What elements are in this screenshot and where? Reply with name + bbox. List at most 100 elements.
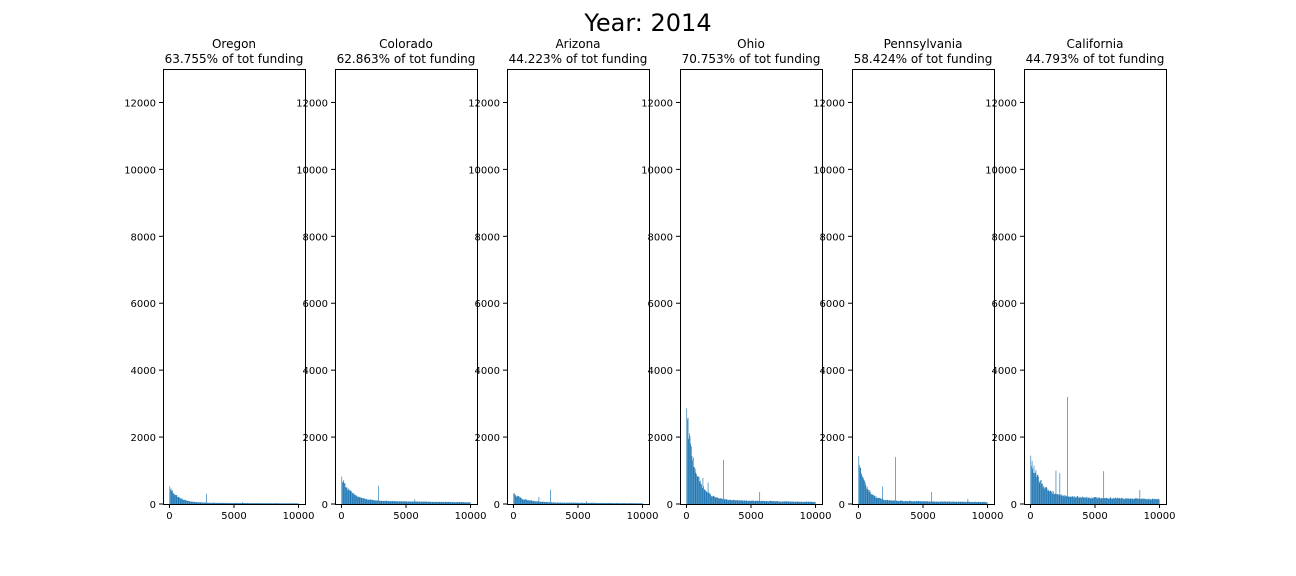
y-tick-label: 2000 — [475, 433, 500, 444]
histogram-bar — [406, 501, 408, 504]
histogram-bar — [930, 501, 931, 504]
histogram-bar — [236, 503, 238, 504]
histogram-bar — [576, 502, 577, 504]
histogram-bar — [365, 499, 366, 504]
histogram-bar — [930, 501, 932, 504]
x-tick-label: 10000 — [972, 511, 1004, 522]
histogram-bar — [442, 501, 443, 504]
histogram-bar — [341, 476, 343, 504]
histogram-bar — [724, 499, 726, 504]
histogram-bar — [614, 503, 616, 504]
x-tick-label: 0 — [855, 511, 861, 522]
histogram-bar — [572, 502, 574, 504]
histogram-bar — [868, 489, 869, 504]
histogram-bar — [582, 502, 584, 504]
histogram-bar — [687, 417, 689, 504]
histogram-bar — [464, 502, 465, 504]
histogram-bar — [812, 501, 814, 504]
histogram-bar — [441, 502, 443, 504]
histogram-bar — [390, 501, 392, 504]
histogram-bar — [232, 503, 233, 504]
y-tick-label: 0 — [839, 500, 845, 511]
histogram-bar — [616, 502, 617, 504]
histogram-bar — [786, 501, 788, 504]
histogram-bar — [1104, 497, 1105, 504]
histogram-bar — [738, 500, 739, 504]
histogram-bar — [873, 495, 874, 504]
histogram-bar — [760, 501, 761, 504]
histogram-bar — [890, 500, 891, 504]
histogram-bar — [259, 503, 261, 504]
histogram-bar — [378, 500, 380, 504]
histogram-bar — [873, 496, 875, 504]
histogram-bar — [718, 498, 719, 504]
histogram-bar — [703, 489, 705, 504]
histogram-bar — [579, 502, 580, 504]
histogram-bar — [188, 501, 190, 504]
histogram-bar — [805, 501, 807, 504]
histogram-bar — [628, 503, 629, 504]
histogram-bar — [801, 501, 803, 504]
histogram-bar — [612, 503, 614, 504]
histogram-bar — [708, 492, 710, 504]
histogram-bar — [906, 501, 908, 504]
histogram-bar — [915, 500, 917, 504]
histogram-bar — [787, 501, 789, 504]
figure-title: Year: 2014 — [583, 9, 711, 37]
histogram-bar — [347, 489, 348, 504]
histogram-bar — [594, 503, 596, 504]
histogram-bar — [543, 501, 544, 504]
histogram-bar — [620, 503, 622, 504]
histogram-bar — [266, 503, 267, 504]
histogram-bar — [732, 500, 733, 504]
histogram-bar — [203, 502, 204, 504]
histogram-bar — [1039, 481, 1041, 504]
histogram-bar — [892, 500, 893, 504]
histogram-bar — [345, 488, 347, 504]
histogram-bar — [982, 502, 984, 504]
histogram-bar — [389, 501, 391, 504]
histogram-bar — [970, 502, 971, 504]
histogram-bar — [947, 501, 949, 504]
histogram-bar — [1157, 499, 1159, 504]
histogram-bar — [406, 501, 407, 504]
histogram-bar — [377, 500, 379, 504]
histogram-bar — [886, 499, 888, 504]
histogram-bar — [391, 501, 392, 504]
histogram-bar — [908, 501, 909, 504]
histogram-bar — [791, 501, 793, 504]
histogram-bar — [438, 501, 439, 504]
histogram-bar — [634, 503, 635, 504]
histogram-bar — [603, 503, 605, 504]
histogram-bar — [915, 501, 916, 504]
histogram-bar — [522, 499, 524, 504]
histogram-bar — [185, 500, 187, 504]
histogram-bar — [1096, 497, 1097, 504]
histogram-bar — [520, 497, 522, 504]
histogram-bar — [1130, 498, 1132, 504]
histogram-bar — [1106, 498, 1108, 504]
histogram-bar — [355, 494, 356, 504]
histogram-bar — [1053, 494, 1055, 504]
histogram-bar — [1127, 498, 1128, 504]
histogram-bar — [889, 500, 891, 504]
histogram-bar — [176, 495, 178, 504]
histogram-bar — [385, 500, 387, 504]
histogram-bar — [783, 501, 785, 504]
histogram-bar — [349, 489, 350, 504]
histogram-bar — [723, 459, 724, 504]
histogram-bar — [446, 501, 448, 504]
histogram-bar — [1109, 498, 1110, 504]
histogram-bar — [186, 500, 187, 504]
histogram-bar — [598, 503, 600, 504]
histogram-bar — [780, 501, 781, 504]
histogram-bar — [743, 500, 744, 504]
histogram-bars — [858, 456, 988, 504]
histogram-bar — [1151, 499, 1152, 504]
histogram-bar — [903, 501, 905, 504]
histogram-bar — [197, 502, 199, 504]
histogram-bar — [1089, 497, 1090, 504]
histogram-bar — [275, 503, 276, 504]
histogram-bar — [1076, 497, 1077, 504]
histogram-bar — [613, 503, 615, 504]
